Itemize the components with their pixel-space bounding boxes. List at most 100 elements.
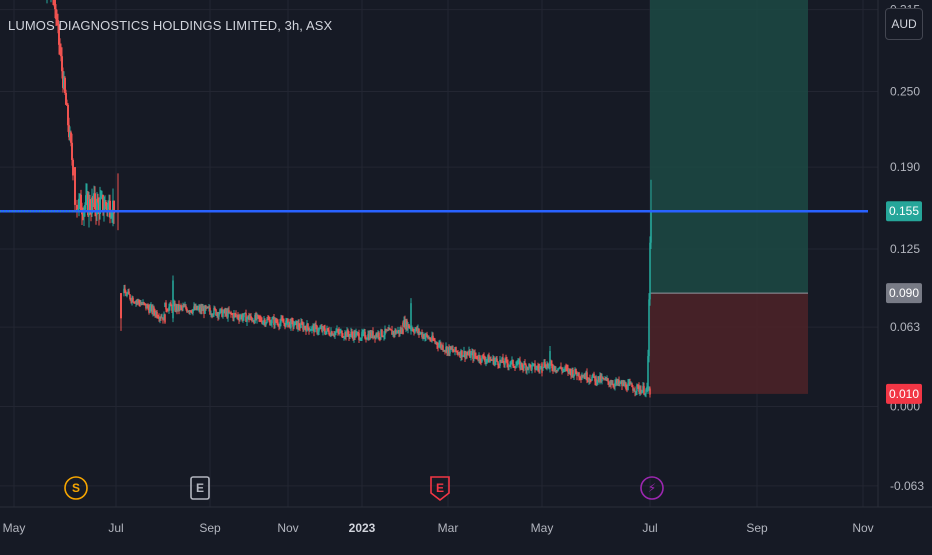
candle-body xyxy=(339,331,341,334)
candle-body xyxy=(444,350,446,352)
candle-body xyxy=(307,323,309,328)
candle-body xyxy=(351,332,353,335)
candle-body xyxy=(356,332,358,334)
candle-body xyxy=(181,306,183,308)
candle-body xyxy=(533,363,535,365)
earnings-marker-red-icon[interactable]: E xyxy=(430,476,450,502)
candle-body xyxy=(306,323,308,332)
entry-price-label: 0.090 xyxy=(889,286,919,300)
candle-body xyxy=(128,291,130,295)
candle-body xyxy=(214,307,216,310)
lightning-marker-icon[interactable]: ⚡ xyxy=(640,476,664,500)
candle-body xyxy=(645,389,647,394)
candle-body xyxy=(551,364,553,369)
candle-body xyxy=(426,333,428,336)
candle-body xyxy=(202,308,204,311)
candle-body xyxy=(264,320,266,325)
candle-body xyxy=(423,334,425,339)
candles xyxy=(46,0,652,398)
candle-body xyxy=(276,322,278,324)
candle-body xyxy=(572,369,574,377)
candle-body xyxy=(370,332,372,337)
candle-body xyxy=(410,303,412,331)
candle-body xyxy=(483,355,485,360)
long-position-tool[interactable] xyxy=(650,0,808,394)
candle-body xyxy=(405,320,407,329)
candle-body xyxy=(469,350,471,358)
candle-body xyxy=(534,363,536,370)
loss-zone[interactable] xyxy=(650,293,808,394)
candle-body xyxy=(505,358,507,360)
candle-body xyxy=(362,332,364,334)
candle-body xyxy=(291,319,293,321)
candle-body xyxy=(613,385,615,387)
candle-body xyxy=(242,317,244,320)
candle-body xyxy=(196,305,198,310)
candle-body xyxy=(396,331,398,334)
x-tick-label: Nov xyxy=(852,521,873,535)
candle-body xyxy=(585,372,587,379)
candle-body xyxy=(61,56,63,72)
candle-body xyxy=(158,317,160,319)
candle-body xyxy=(316,325,318,333)
candle-body xyxy=(617,379,619,384)
price-axis-background xyxy=(878,0,932,507)
currency-button[interactable]: AUD xyxy=(885,8,923,40)
candle-body xyxy=(140,303,142,306)
candle-body xyxy=(586,372,588,381)
candle-body xyxy=(498,365,500,367)
candle-body xyxy=(126,293,128,297)
candle-body xyxy=(120,293,122,319)
candle-body xyxy=(374,335,376,339)
candle-body xyxy=(515,365,517,369)
candle-body xyxy=(375,334,377,339)
candle-body xyxy=(597,376,599,382)
candle-body xyxy=(327,328,329,331)
candle-body xyxy=(607,378,609,382)
candle-body xyxy=(452,349,454,352)
candle-body xyxy=(315,324,317,326)
candle-body xyxy=(81,211,83,215)
candle-body xyxy=(133,302,135,304)
current-price-label-background xyxy=(886,201,922,222)
candle-body xyxy=(305,328,307,332)
candle-body xyxy=(252,320,254,322)
candle-body xyxy=(549,351,551,369)
candle-body xyxy=(237,315,239,318)
candle-body xyxy=(325,331,327,335)
candle-body xyxy=(269,319,271,326)
candle-body xyxy=(402,329,404,335)
candle-body xyxy=(284,323,286,327)
profit-zone[interactable] xyxy=(650,0,808,294)
price-axis[interactable]: 0.3750.3150.2500.1900.1250.0630.000-0.06… xyxy=(877,0,932,507)
candle-body xyxy=(160,317,162,319)
candle-body xyxy=(406,320,408,330)
candle-body xyxy=(440,343,442,348)
candle-body xyxy=(83,208,85,217)
candle-body xyxy=(480,360,482,362)
candle-body xyxy=(157,316,159,318)
candle-body xyxy=(609,383,611,385)
candle-body xyxy=(600,375,602,382)
candle-body xyxy=(449,346,451,354)
x-tick-label: Sep xyxy=(199,521,221,535)
earnings-marker-icon[interactable]: E xyxy=(190,476,210,500)
candle-body xyxy=(348,334,350,337)
candle-body xyxy=(569,368,571,372)
candle-body xyxy=(577,372,579,376)
split-marker-icon[interactable]: S xyxy=(64,476,88,500)
candle-body xyxy=(366,338,368,340)
candle-body xyxy=(147,305,149,308)
time-axis[interactable]: May Jul Sep Nov 2023 Mar May Jul Sep Nov xyxy=(0,506,932,550)
candle-body xyxy=(508,365,510,367)
candle-body xyxy=(345,332,347,338)
candle-body xyxy=(342,336,344,338)
candle-body xyxy=(229,312,231,314)
candle-body xyxy=(141,303,143,305)
candle-body xyxy=(646,386,648,390)
candle-body xyxy=(215,309,217,316)
candle-body xyxy=(336,329,338,332)
candle-body xyxy=(223,309,225,313)
